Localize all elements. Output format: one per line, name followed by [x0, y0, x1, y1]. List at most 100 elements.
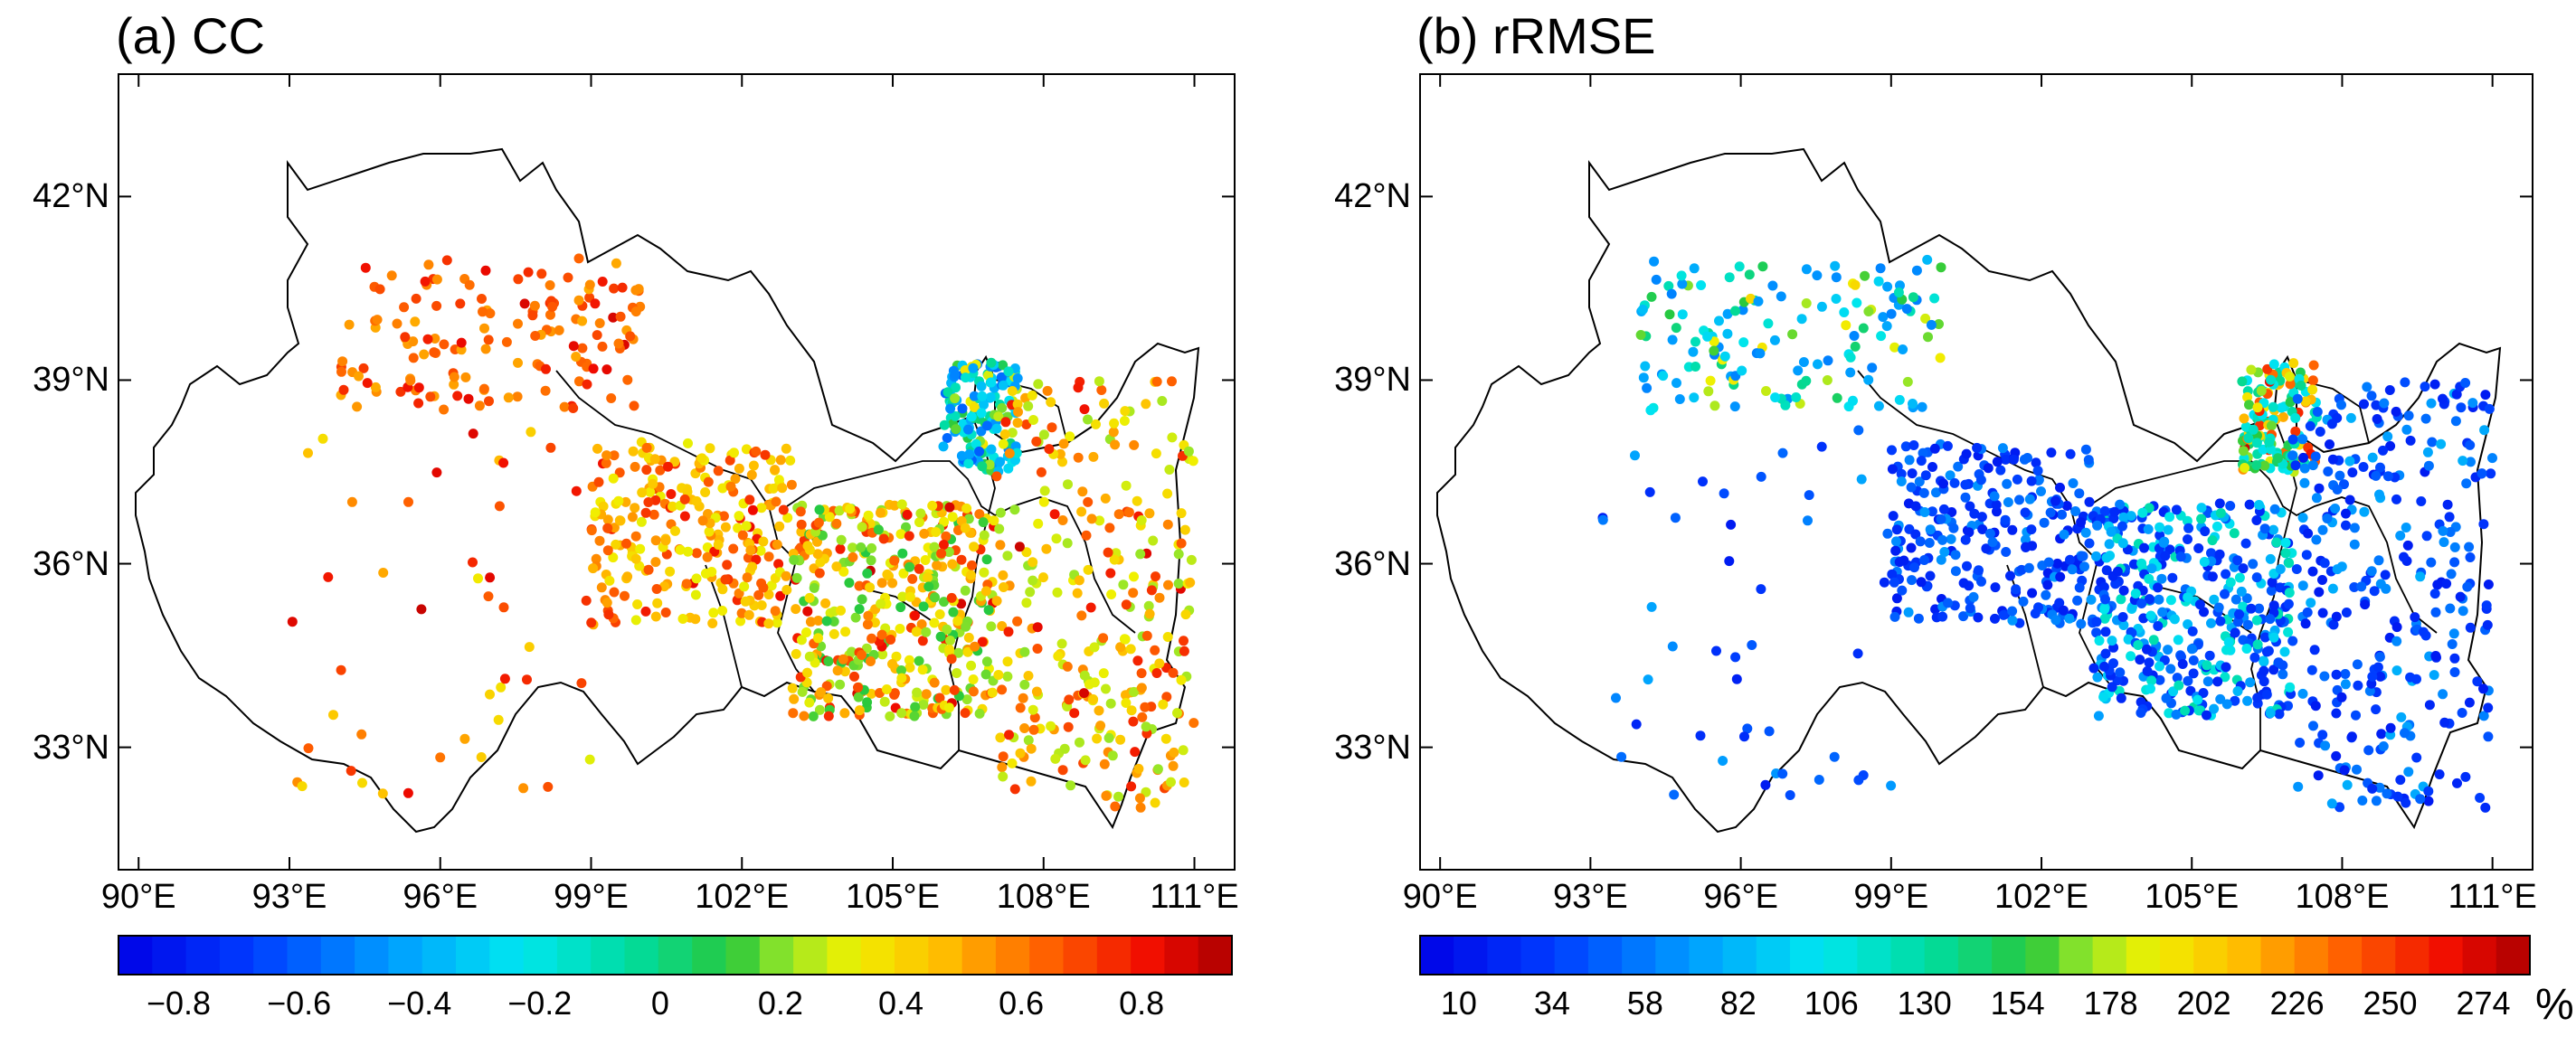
- station-point: [964, 449, 975, 459]
- station-point: [2251, 515, 2262, 525]
- station-point: [1689, 392, 1700, 403]
- station-point: [1830, 260, 1841, 271]
- station-point: [2101, 565, 2112, 576]
- station-point: [2221, 645, 2231, 655]
- station-point: [2207, 571, 2218, 582]
- station-point: [918, 601, 929, 612]
- station-point: [1714, 316, 1724, 326]
- station-point: [998, 360, 1009, 371]
- station-point: [920, 555, 931, 565]
- lon-tick-label: 111°E: [2448, 878, 2537, 916]
- station-point: [802, 541, 813, 551]
- station-point: [2215, 508, 2226, 518]
- station-point: [2187, 626, 2198, 636]
- station-point: [2364, 685, 2375, 696]
- station-point: [2276, 402, 2287, 413]
- station-point: [2026, 476, 2037, 486]
- station-point: [2021, 534, 2031, 545]
- station-point: [1898, 344, 1908, 354]
- station-point: [1776, 291, 1786, 302]
- station-point: [878, 533, 889, 544]
- station-point: [1734, 261, 1745, 272]
- station-point: [889, 688, 900, 699]
- station-point: [303, 448, 313, 458]
- station-point: [897, 548, 908, 559]
- station-point: [1845, 367, 1856, 378]
- station-point: [1934, 319, 1944, 329]
- colorbar-tick-label: 0.2: [757, 985, 803, 1022]
- station-point: [2072, 595, 2083, 606]
- station-point: [896, 673, 907, 683]
- colorbar-bin: [624, 936, 659, 975]
- station-point: [2003, 497, 2013, 507]
- station-point: [948, 607, 959, 617]
- station-point: [853, 682, 863, 693]
- station-point: [1812, 270, 1823, 281]
- colorbar-bin: [287, 936, 322, 975]
- station-point: [997, 402, 1008, 413]
- station-point: [995, 457, 1006, 467]
- station-point: [1666, 288, 1677, 299]
- station-point: [1077, 486, 1088, 497]
- station-point: [2341, 508, 2351, 519]
- station-point: [2429, 379, 2440, 390]
- station-point: [588, 363, 599, 374]
- station-point: [474, 400, 485, 411]
- station-point: [696, 453, 707, 464]
- colorbar-tick-label: −0.8: [146, 985, 212, 1022]
- station-point: [796, 526, 807, 537]
- station-point: [2475, 793, 2486, 803]
- station-point: [1121, 480, 1132, 491]
- station-point: [2036, 486, 2046, 496]
- station-point: [2438, 393, 2448, 404]
- station-point: [485, 308, 496, 319]
- station-point: [707, 618, 718, 628]
- station-point: [609, 587, 620, 598]
- station-point: [2284, 558, 2295, 569]
- station-point: [1062, 538, 1073, 549]
- station-point: [1674, 394, 1685, 404]
- colorbar: [1419, 935, 2531, 975]
- station-point: [2472, 676, 2483, 687]
- station-point: [2135, 655, 2145, 665]
- colorbar-bin: [2462, 936, 2497, 975]
- station-point: [886, 635, 896, 645]
- station-point: [431, 274, 442, 285]
- station-point: [1154, 592, 1165, 603]
- station-point: [2342, 779, 2353, 790]
- station-point: [912, 687, 923, 698]
- station-point: [1852, 297, 1862, 308]
- station-point: [2483, 580, 2494, 589]
- station-point: [976, 381, 987, 391]
- station-point: [898, 568, 909, 579]
- station-point: [2248, 424, 2259, 435]
- station-point: [2339, 479, 2349, 490]
- station-point: [2242, 391, 2253, 402]
- station-point: [1719, 351, 1730, 362]
- station-point: [2438, 525, 2448, 536]
- colorbar-bin: [1487, 936, 1522, 975]
- station-point: [998, 771, 1009, 782]
- station-point: [2108, 658, 2118, 669]
- station-point: [981, 656, 992, 667]
- station-point: [2206, 548, 2216, 559]
- station-point: [2088, 663, 2099, 674]
- station-point: [660, 535, 671, 546]
- station-point: [2452, 777, 2462, 788]
- station-point: [1062, 661, 1073, 672]
- station-point: [2356, 581, 2367, 592]
- station-point: [1069, 708, 1080, 719]
- station-point: [303, 743, 314, 754]
- station-point: [1881, 321, 1892, 332]
- colorbar-bin: [2327, 936, 2363, 975]
- station-point: [1896, 476, 1907, 486]
- station-point: [449, 379, 459, 390]
- station-point: [1642, 382, 1653, 393]
- station-point: [929, 677, 940, 688]
- station-point: [961, 372, 971, 383]
- station-point: [944, 502, 955, 513]
- station-point: [1690, 336, 1700, 347]
- station-point: [1137, 711, 1148, 722]
- station-point: [439, 339, 450, 350]
- station-point: [1146, 585, 1157, 596]
